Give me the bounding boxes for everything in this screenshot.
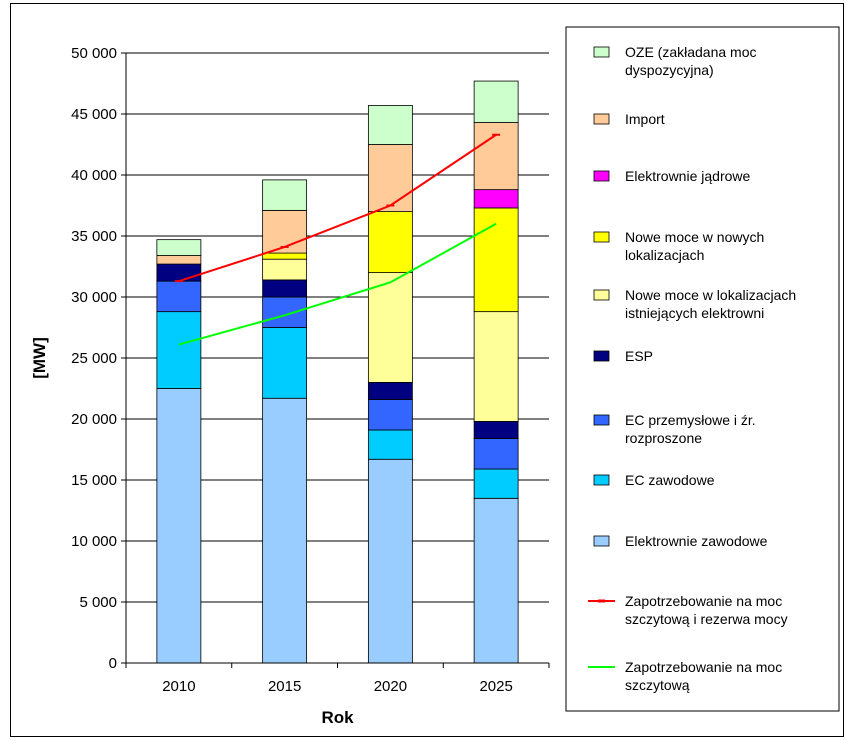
legend-label-5-0: ESP	[625, 348, 653, 364]
y-tick-label-9: 45 000	[71, 106, 117, 123]
legend-swatch-7	[593, 474, 610, 486]
bar-segment-2015-2	[262, 296, 308, 328]
stacked-bar-chart: 0 5 000 10 000 15 000 20 000 25 000 30 000 35 0…	[30, 26, 840, 727]
axes	[121, 52, 550, 668]
bar-segment-2010-1	[156, 311, 202, 389]
bar-segment-2010-7	[156, 255, 202, 265]
x-tick-label-0: 2010	[162, 678, 195, 695]
bar-segment-2025-7	[473, 122, 519, 191]
bar-segment-2025-5	[473, 207, 519, 313]
legend-swatch-2	[593, 170, 610, 182]
y-tick-label-0: 0	[109, 655, 117, 672]
chart-frame: 0 5 000 10 000 15 000 20 000 25 000 30 000 35 0…	[10, 3, 844, 737]
y-tick-label-8: 40 000	[71, 167, 117, 184]
y-tick-label-10: 50 000	[71, 45, 117, 62]
legend-label-4-1: istniejących elektrowni	[625, 305, 764, 321]
bar-segment-2025-0	[473, 497, 519, 664]
bar-segment-2020-4	[367, 272, 413, 383]
legend: OZE (zakładana moc dyspozycyjna) Import Ele…	[565, 26, 840, 712]
x-axis-title: Rok	[321, 708, 354, 727]
bar-segment-2015-3	[262, 279, 308, 298]
legend-label-3-0: Nowe moce w nowych	[625, 229, 764, 245]
line-series-0	[178, 133, 497, 283]
x-tick-label-3: 2025	[479, 678, 512, 695]
legend-swatch-5	[593, 350, 610, 362]
x-tick-label-2: 2020	[374, 678, 407, 695]
y-tick-label-2: 10 000	[71, 533, 117, 550]
y-tick-label-5: 25 000	[71, 350, 117, 367]
legend-label-1-0: Import	[625, 111, 665, 127]
legend-label-8-0: Elektrownie zawodowe	[625, 533, 768, 549]
bar-segment-2020-5	[367, 211, 413, 274]
legend-swatch-4	[593, 289, 610, 301]
bar-segment-2010-3	[156, 263, 202, 282]
bar-segment-2020-1	[367, 429, 413, 460]
bar-segment-2025-4	[473, 311, 519, 422]
legend-swatch-0	[593, 46, 610, 58]
legend-label-6-1: rozproszone	[625, 430, 702, 446]
bar-segment-2020-0	[367, 458, 413, 664]
legend-label-0-1: dyspozycyjna)	[625, 62, 714, 78]
bar-segment-2025-1	[473, 468, 519, 499]
y-tick-labels: 0 5 000 10 000 15 000 20 000 25 000 30 000 35 0…	[71, 45, 117, 672]
legend-label-4-0: Nowe moce w lokalizacjach	[625, 287, 796, 303]
legend-label-10-1: szczytową	[625, 677, 690, 693]
bar-segment-2010-0	[156, 388, 202, 664]
y-tick-label-3: 15 000	[71, 472, 117, 489]
legend-swatch-8	[593, 535, 610, 547]
bar-segment-2015-8	[262, 179, 308, 211]
x-tick-label-1: 2015	[268, 678, 301, 695]
legend-box	[565, 26, 840, 712]
y-tick-label-6: 30 000	[71, 289, 117, 306]
bar-stacks	[156, 80, 519, 664]
line-series-1	[178, 222, 497, 346]
y-axis-title: [MW]	[30, 337, 49, 379]
y-tick-label-1: 5 000	[79, 594, 117, 611]
legend-swatch-6	[593, 414, 610, 426]
legend-label-10-0: Zapotrzebowanie na moc	[625, 659, 782, 675]
legend-label-3-1: lokalizacjach	[625, 247, 704, 263]
legend-label-7-0: EC zawodowe	[625, 472, 715, 488]
legend-label-9-0: Zapotrzebowanie na moc	[625, 593, 782, 609]
bar-segment-2015-1	[262, 327, 308, 399]
bar-segment-2020-7	[367, 144, 413, 212]
bar-segment-2025-2	[473, 438, 519, 470]
legend-label-0-0: OZE (zakładana moc	[625, 44, 757, 60]
legend-label-2-0: Elektrownie jądrowe	[625, 168, 750, 184]
bar-segment-2010-2	[156, 280, 202, 313]
bar-segment-2025-6	[473, 189, 519, 209]
demand-lines	[174, 133, 501, 346]
legend-swatch-3	[593, 231, 610, 243]
bar-segment-2015-0	[262, 397, 308, 664]
bar-segment-2015-4	[262, 258, 308, 281]
legend-swatch-1	[593, 113, 610, 125]
bar-segment-2025-8	[473, 80, 519, 123]
bar-segment-2020-3	[367, 381, 413, 400]
bar-segment-2010-8	[156, 239, 202, 256]
y-tick-label-4: 20 000	[71, 411, 117, 428]
legend-label-9-1: szczytową i rezerwa mocy	[625, 611, 788, 627]
bar-segment-2020-8	[367, 105, 413, 145]
bar-segment-2015-5	[262, 252, 308, 260]
bar-segment-2020-2	[367, 399, 413, 431]
legend-label-6-0: EC przemysłowe i źr.	[625, 412, 756, 428]
x-tick-labels: 2010 2015 2020 2025	[162, 678, 513, 695]
y-tick-label-7: 35 000	[71, 228, 117, 245]
bar-segment-2025-3	[473, 421, 519, 439]
